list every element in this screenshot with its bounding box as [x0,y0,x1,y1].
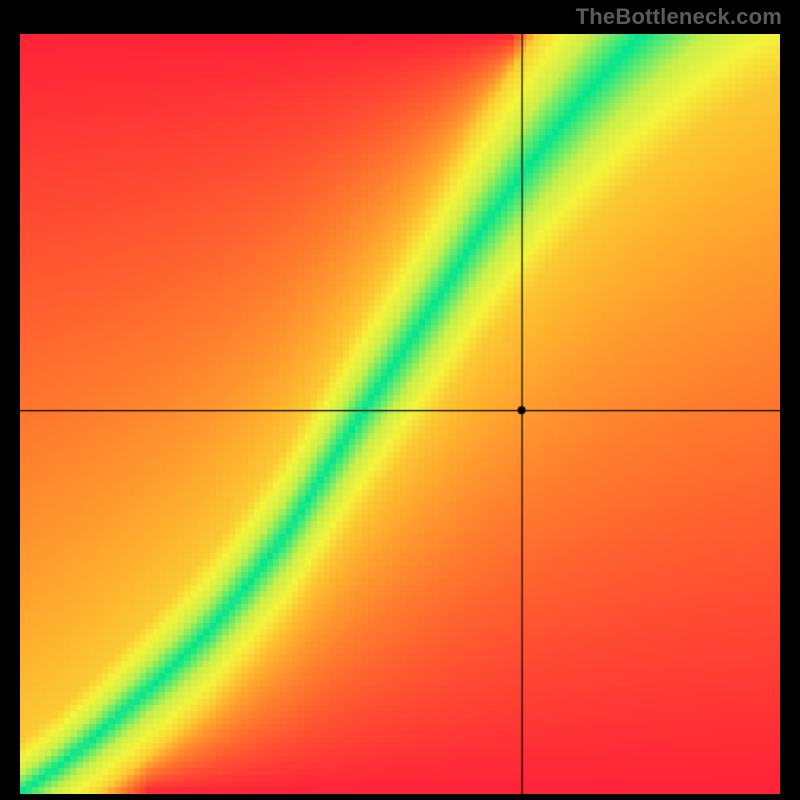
bottleneck-heatmap [20,34,780,794]
attribution-text: TheBottleneck.com [576,4,782,30]
root-container: TheBottleneck.com [0,0,800,800]
plot-area [20,34,780,794]
